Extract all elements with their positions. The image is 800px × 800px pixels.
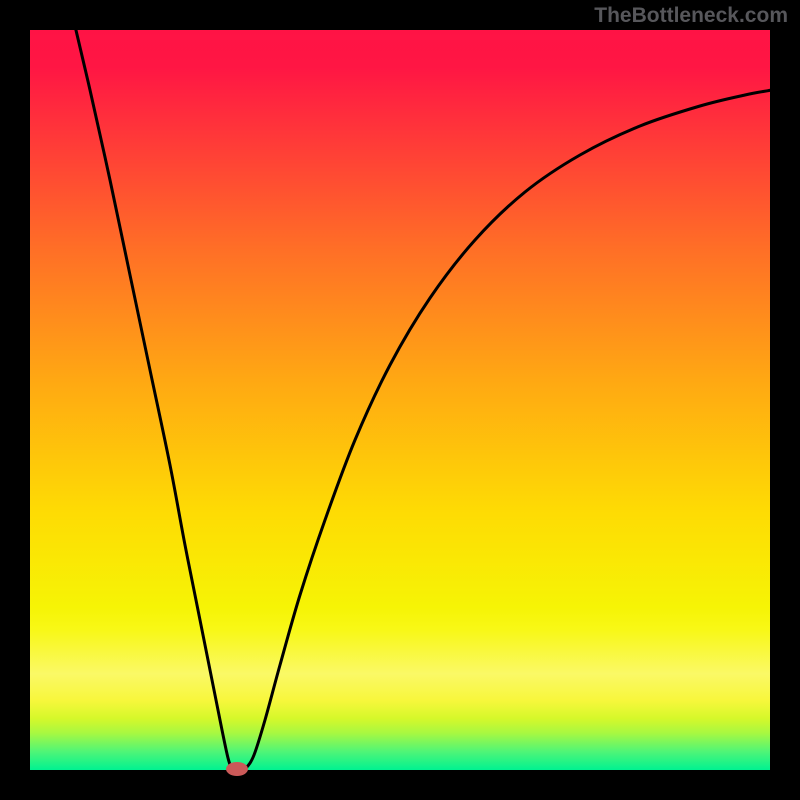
chart-background bbox=[30, 30, 770, 770]
chart-container: TheBottleneck.com bbox=[0, 0, 800, 800]
watermark-text: TheBottleneck.com bbox=[594, 4, 788, 28]
bottleneck-chart bbox=[0, 0, 800, 800]
optimal-point-marker bbox=[226, 762, 248, 776]
